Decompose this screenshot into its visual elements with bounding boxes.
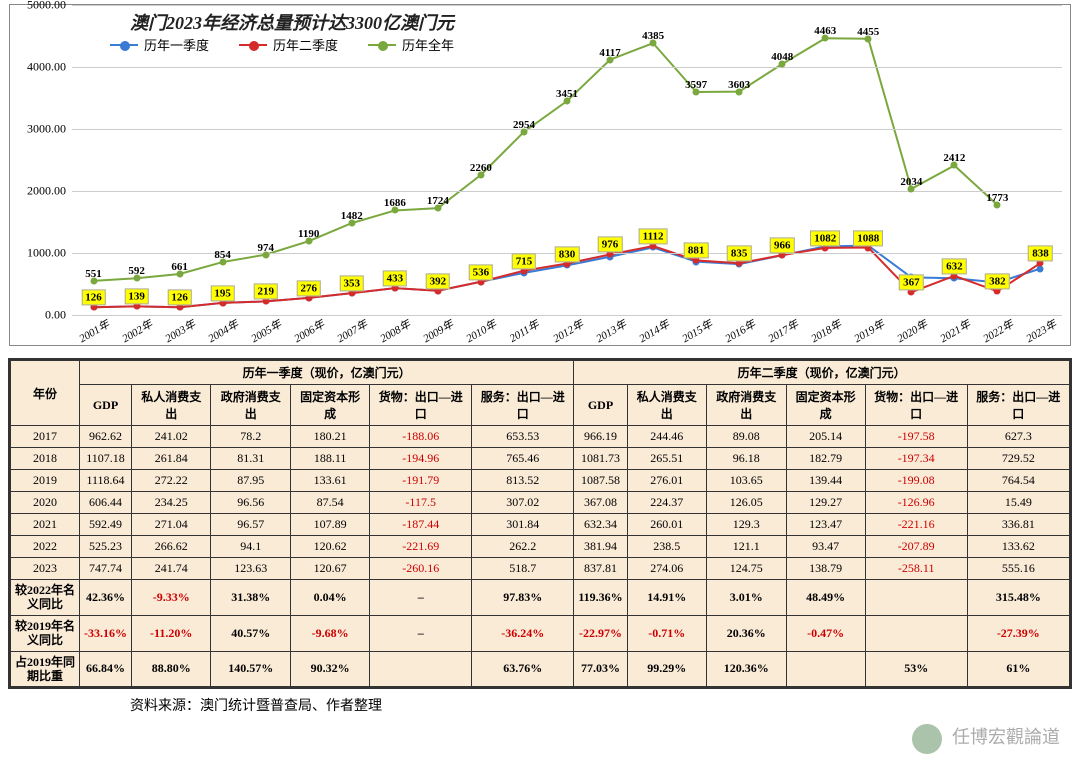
plot-area: 551 592 661 854 974 1190 1482 1686 1724 2260 2954 3… — [72, 5, 1062, 315]
data-label: 195 — [210, 285, 235, 301]
data-label: 139 — [124, 289, 149, 305]
table-row: 2021592.49271.0496.57107.89-187.44301.84… — [11, 514, 1070, 536]
table-row: 2020606.44234.2596.5687.54-117.5307.0236… — [11, 492, 1070, 514]
data-label: 1190 — [298, 228, 319, 240]
data-table: 年份历年一季度（现价，亿澳门元）历年二季度（现价，亿澳门元）GDP私人消费支出政… — [10, 360, 1070, 687]
data-label: 392 — [426, 273, 451, 289]
data-label: 1082 — [810, 230, 840, 246]
data-label: 854 — [214, 249, 231, 261]
y-axis: 0.001000.002000.003000.004000.005000.00 — [10, 5, 70, 315]
watermark-text: 任博宏觀論道 — [952, 727, 1060, 747]
table-row: 2023747.74241.74123.63120.67-260.16518.7… — [11, 558, 1070, 580]
data-label: 1773 — [986, 192, 1008, 204]
table-summary-row: 较2022年名义同比42.36%-9.33%31.38%0.04%–97.83%… — [11, 580, 1070, 616]
data-label: 382 — [985, 274, 1010, 290]
gridline — [72, 129, 1062, 130]
data-label: 830 — [555, 246, 580, 262]
y-tick-label: 1000.00 — [27, 246, 66, 261]
data-label: 367 — [899, 275, 924, 291]
table-head: 年份历年一季度（现价，亿澳门元）历年二季度（现价，亿澳门元）GDP私人消费支出政… — [11, 361, 1070, 426]
table-summary-row: 较2019年名义同比-33.16%-11.20%40.57%-9.68%–-36… — [11, 615, 1070, 651]
data-label: 1724 — [427, 195, 449, 207]
line-chart: 澳门2023年经济总量预计达3300亿澳门元 历年一季度历年二季度历年全年 0.… — [9, 4, 1071, 346]
table-row: 2022525.23266.6294.1120.62-221.69262.238… — [11, 536, 1070, 558]
table-body: 2017962.62241.0278.2180.21-188.06653.539… — [11, 426, 1070, 687]
gridline — [72, 67, 1062, 68]
data-label: 551 — [85, 268, 102, 280]
data-label: 4463 — [814, 25, 836, 37]
data-label: 1112 — [639, 228, 668, 244]
data-label: 592 — [128, 265, 145, 277]
data-label: 4048 — [771, 51, 793, 63]
data-label: 3451 — [556, 88, 578, 100]
data-label: 2260 — [470, 162, 492, 174]
data-label: 4117 — [599, 47, 620, 59]
source-note: 资料来源：澳门统计暨普查局、作者整理 — [10, 695, 1070, 715]
data-label: 4385 — [642, 30, 664, 42]
x-axis: 2001年2002年2003年2004年2005年2006年2007年2008年… — [72, 315, 1062, 345]
data-label: 661 — [171, 261, 188, 273]
data-label: 433 — [383, 271, 408, 287]
table-row: 2017962.62241.0278.2180.21-188.06653.539… — [11, 426, 1070, 448]
watermark: 任博宏觀論道 — [912, 723, 1061, 754]
data-table-wrap: 年份历年一季度（现价，亿澳门元）历年二季度（现价，亿澳门元）GDP私人消费支出政… — [8, 358, 1072, 689]
data-label: 126 — [167, 290, 192, 306]
y-tick-label: 2000.00 — [27, 184, 66, 199]
data-label: 536 — [469, 264, 494, 280]
data-label: 1482 — [341, 210, 363, 222]
data-label: 2034 — [900, 176, 922, 188]
data-label: 4455 — [857, 26, 879, 38]
x-tick-label: 2023年 — [1018, 313, 1070, 361]
data-label: 3603 — [728, 78, 750, 90]
data-label: 881 — [684, 243, 709, 259]
data-label: 1686 — [384, 197, 406, 209]
data-label: 276 — [296, 280, 321, 296]
data-label: 353 — [340, 276, 365, 292]
data-label: 1088 — [853, 230, 883, 246]
data-label: 2954 — [513, 119, 535, 131]
y-tick-label: 0.00 — [45, 308, 66, 323]
table-row: 20181107.18261.8481.31188.11-194.96765.4… — [11, 448, 1070, 470]
y-tick-label: 4000.00 — [27, 60, 66, 75]
data-label: 715 — [512, 253, 537, 269]
data-label: 838 — [1028, 245, 1053, 261]
data-label: 632 — [942, 258, 967, 274]
gridline — [72, 5, 1062, 6]
table-summary-row: 占2019年同期比重66.84%88.80%140.57%90.32%63.76… — [11, 651, 1070, 687]
data-label: 976 — [598, 237, 623, 253]
data-label: 126 — [81, 290, 106, 306]
data-label: 219 — [253, 284, 278, 300]
data-label: 835 — [727, 246, 752, 262]
data-label: 3597 — [685, 79, 707, 91]
data-label: 974 — [257, 241, 274, 253]
y-tick-label: 5000.00 — [27, 0, 66, 13]
wechat-icon — [912, 724, 942, 754]
data-label: 2412 — [943, 152, 965, 164]
y-tick-label: 3000.00 — [27, 122, 66, 137]
data-label: 966 — [770, 237, 795, 253]
table-row: 20191118.64272.2287.95133.61-191.79813.5… — [11, 470, 1070, 492]
